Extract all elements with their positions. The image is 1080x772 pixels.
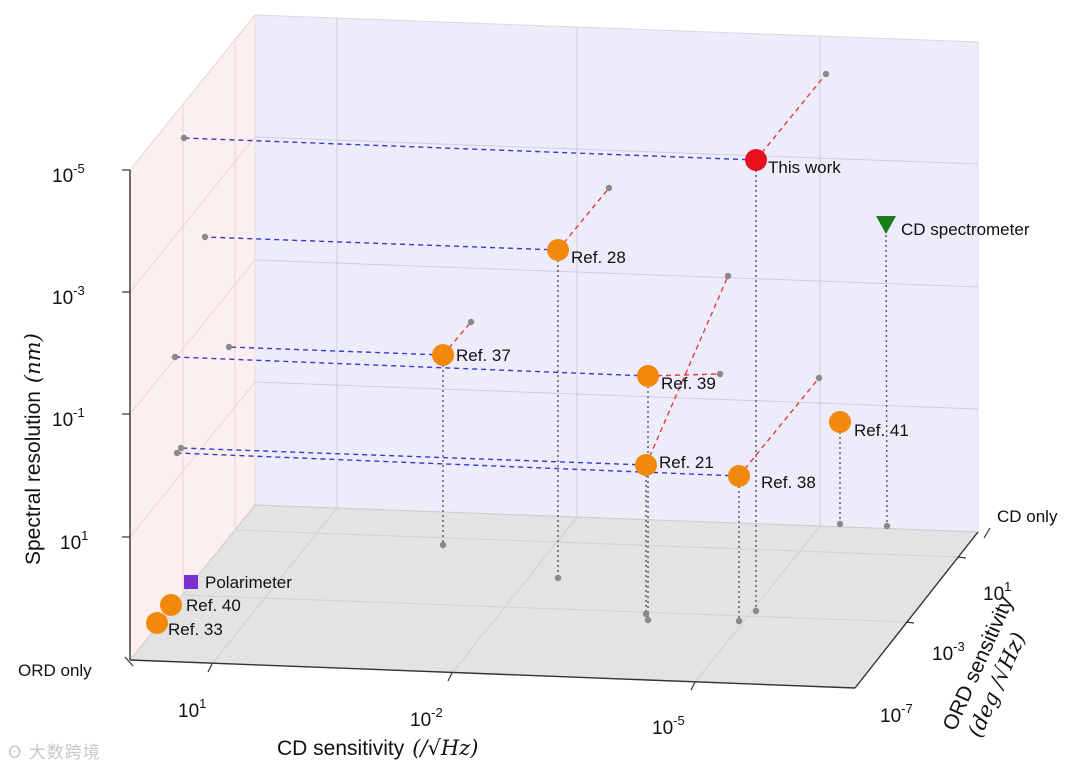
point-label: CD spectrometer [901, 220, 1030, 239]
projection-dot-left [180, 134, 188, 142]
point-label: Ref. 40 [186, 596, 241, 615]
projection-dot-floor [735, 617, 743, 625]
projection-dot-back [716, 370, 724, 378]
projection-dot-floor [554, 574, 562, 582]
point-label: Ref. 21 [659, 453, 714, 472]
svg-text:Spectral resolution(nm): Spectral resolution(nm) [21, 333, 45, 565]
point-label: Polarimeter [205, 573, 292, 592]
projection-line-back [647, 373, 721, 377]
floor-grid [182, 507, 959, 683]
floor [128, 504, 980, 689]
y-tick-label: 10-7 [880, 701, 913, 727]
projection-dot-floor [644, 616, 652, 624]
projection-dot-floor [883, 522, 891, 530]
point-marker-ref-21 [635, 454, 657, 476]
projection-line-back [557, 187, 610, 251]
point-label: Ref. 33 [168, 620, 223, 639]
y-tick-label: 10-3 [932, 639, 965, 665]
point-marker-this-work [745, 149, 767, 171]
projection-line-left [174, 356, 649, 377]
projection-dot-back [467, 318, 475, 326]
point-marker-ref-33 [146, 612, 168, 634]
projection-line-left [204, 236, 559, 251]
x-tick-label: 10-5 [652, 713, 685, 739]
y-axis-title: ORD sensitivity (deg /√Hz) [939, 593, 1031, 741]
projection-lines [171, 70, 891, 625]
point-marker-ref-40 [160, 594, 182, 616]
projection-line-back [442, 321, 472, 356]
point-label: Ref. 38 [761, 473, 816, 492]
point-marker-ref-37 [432, 344, 454, 366]
projection-dot-back [815, 374, 823, 382]
x-tick-label: 101 [178, 696, 206, 722]
projection-line-left [180, 447, 647, 466]
projection-dot-back [724, 272, 732, 280]
projection-dot-left [225, 343, 233, 351]
x-tick-label: 10-2 [410, 705, 443, 731]
z-tick-label: 10-3 [52, 283, 85, 309]
data-points: This work Ref. 28 Ref. 37 Ref. 39 Ref. 21 Ref… [146, 149, 1030, 639]
point-label: Ref. 28 [571, 248, 626, 267]
point-marker-polarimeter [184, 575, 198, 589]
axis-lines [129, 170, 979, 689]
z-tick-label: 101 [60, 528, 88, 554]
projection-dot-floor [439, 541, 447, 549]
point-marker-cd-spectrometer [876, 216, 896, 234]
y-tick-label: 101 [983, 579, 1011, 605]
projection-line-back [645, 275, 729, 466]
z-tick-label: 10-1 [52, 405, 85, 431]
left-wall-grid [129, 14, 256, 595]
point-label: Ref. 41 [854, 421, 909, 440]
projection-dot-floor [752, 607, 760, 615]
point-label: Ref. 39 [661, 374, 716, 393]
projection-line-back [755, 73, 827, 161]
point-label: This work [768, 158, 841, 177]
point-marker-ref-39 [637, 365, 659, 387]
z-axis-title: Spectral resolution(nm) [21, 333, 45, 565]
projection-dot-floor [836, 520, 844, 528]
projection-line-left [183, 137, 757, 161]
point-label: Ref. 37 [456, 346, 511, 365]
projection-dot-back [605, 184, 613, 192]
projection-dot-left [201, 233, 209, 241]
point-marker-ref-38 [728, 465, 750, 487]
cd-only-label: CD only [997, 507, 1058, 526]
projection-dot-floor [642, 610, 650, 618]
projection-dot-back [822, 70, 830, 78]
ord-only-label: ORD only [18, 661, 92, 680]
projection-dot-left [173, 449, 181, 457]
z-tick-label: 10-5 [52, 161, 85, 187]
back-wall-grid [254, 18, 979, 526]
projection-line-back [738, 377, 820, 477]
projection-dot-left [171, 353, 179, 361]
projection-line-floor [885, 224, 888, 527]
point-marker-ref-41 [829, 411, 851, 433]
axis-ticks [122, 169, 991, 691]
projection-dot-left [177, 444, 185, 452]
watermark: ʘ 大数跨境 [8, 743, 101, 763]
point-marker-ref-28 [547, 239, 569, 261]
svg-text:CD sensitivity(/√Hz): CD sensitivity (/√Hz) [277, 736, 478, 760]
x-axis-title: CD sensitivity (/√Hz) [277, 736, 478, 760]
